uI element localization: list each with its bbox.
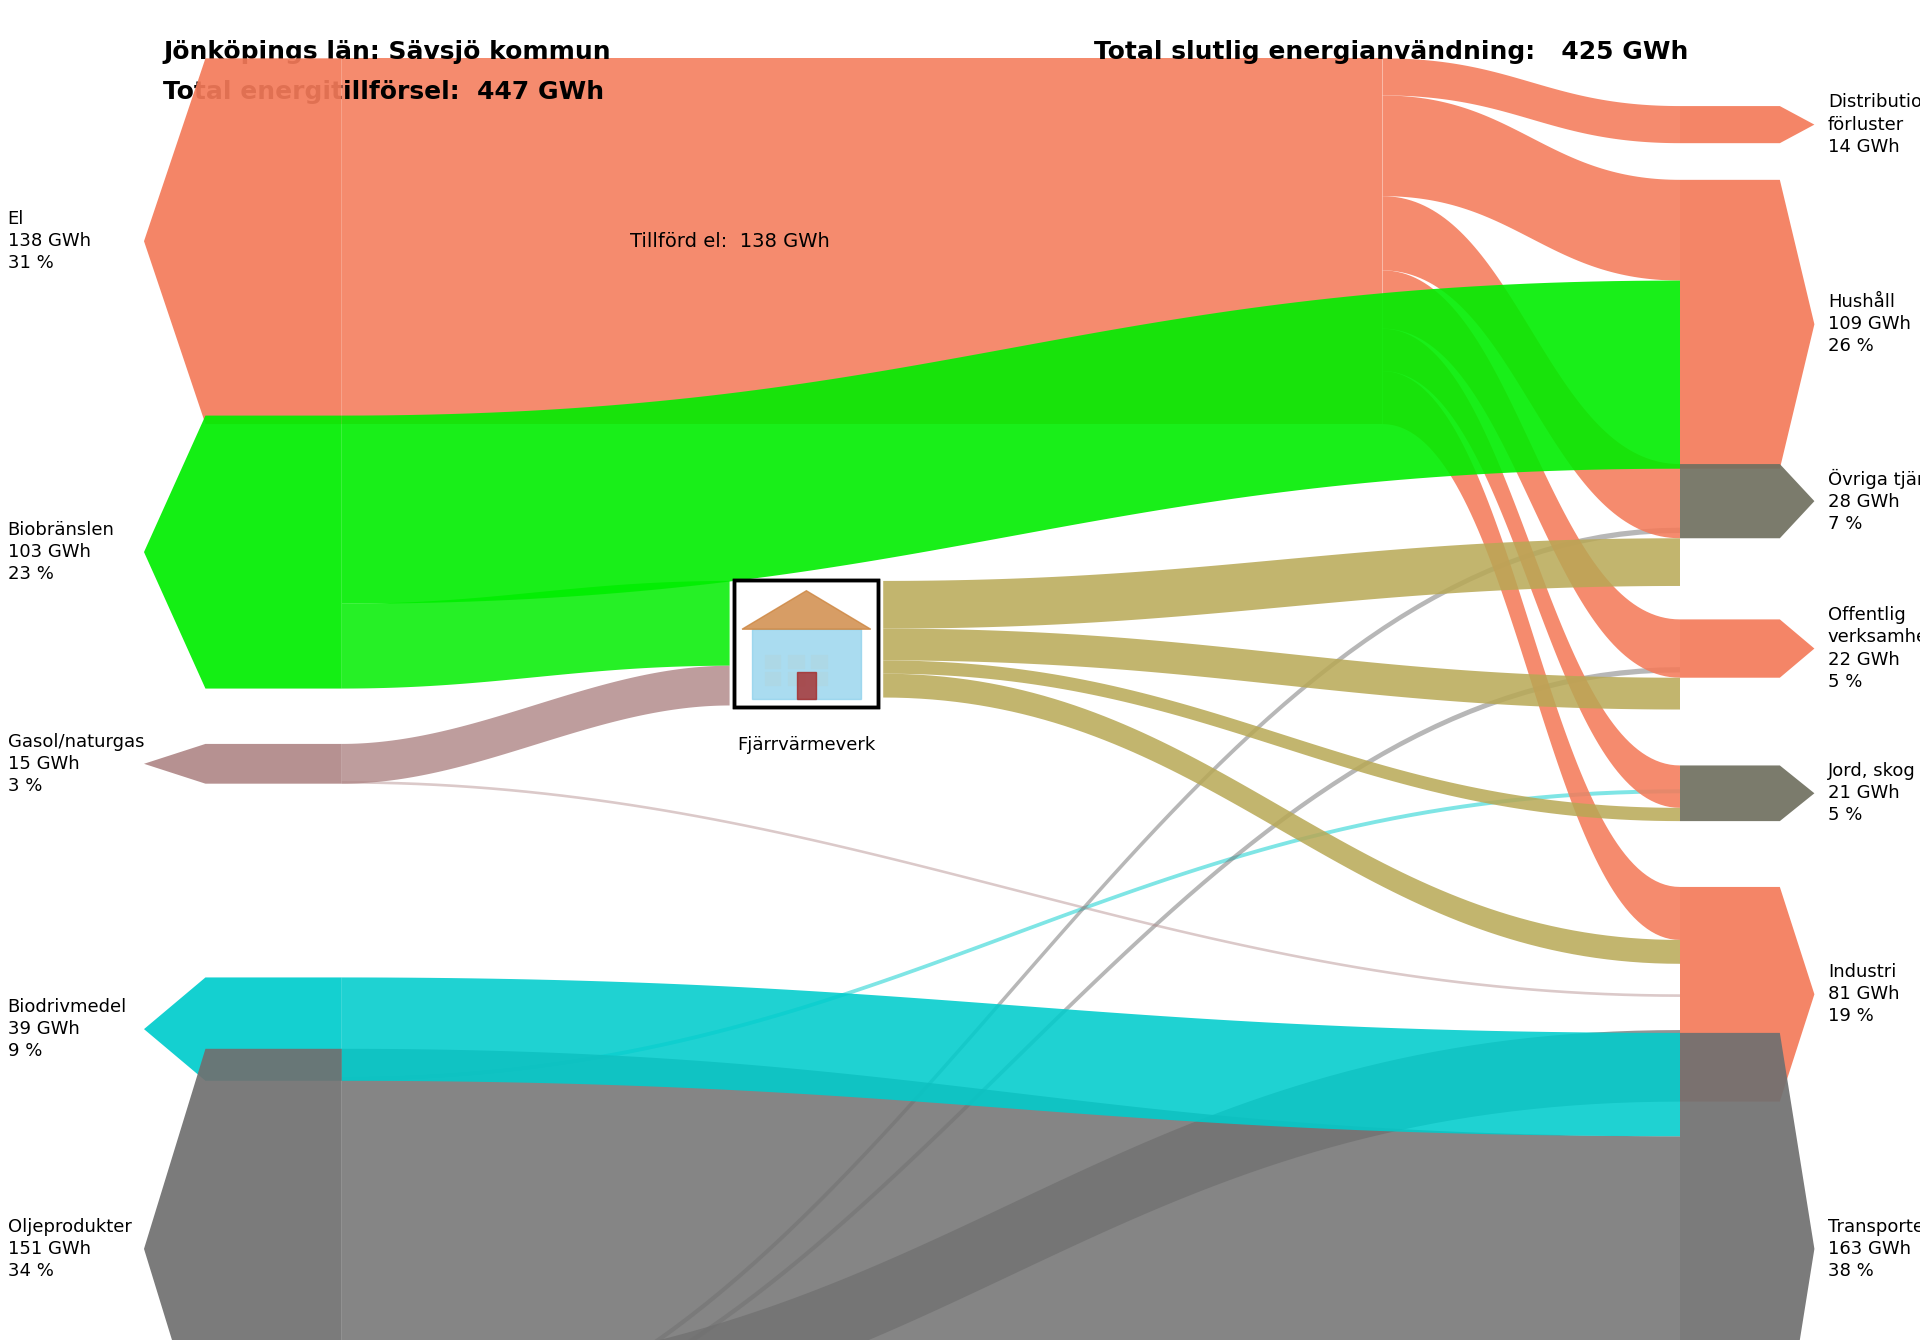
Polygon shape bbox=[1382, 271, 1680, 678]
Polygon shape bbox=[883, 661, 1680, 821]
Polygon shape bbox=[342, 1049, 1680, 1340]
Text: Biobränslen
103 GWh
23 %: Biobränslen 103 GWh 23 % bbox=[8, 521, 115, 583]
Polygon shape bbox=[342, 59, 1382, 423]
Polygon shape bbox=[741, 591, 872, 630]
Text: Hushåll
109 GWh
26 %: Hushåll 109 GWh 26 % bbox=[1828, 293, 1910, 355]
Polygon shape bbox=[1382, 59, 1680, 143]
Polygon shape bbox=[144, 1049, 342, 1340]
Polygon shape bbox=[1382, 95, 1680, 280]
Text: Gasol/naturgas
15 GWh
3 %: Gasol/naturgas 15 GWh 3 % bbox=[8, 733, 144, 795]
Polygon shape bbox=[883, 628, 1680, 709]
Text: Fjärrvärmeverk: Fjärrvärmeverk bbox=[737, 737, 876, 754]
Bar bbox=[733, 579, 877, 706]
Text: Distributions-
förluster
14 GWh: Distributions- förluster 14 GWh bbox=[1828, 94, 1920, 155]
Text: Tillförd el:  138 GWh: Tillförd el: 138 GWh bbox=[630, 232, 829, 251]
Polygon shape bbox=[883, 674, 1680, 963]
Polygon shape bbox=[797, 671, 816, 699]
Polygon shape bbox=[810, 654, 826, 667]
Polygon shape bbox=[342, 977, 1680, 1136]
Text: El
138 GWh
31 %: El 138 GWh 31 % bbox=[8, 210, 90, 272]
Text: Total slutlig energianvändning:   425 GWh: Total slutlig energianvändning: 425 GWh bbox=[1094, 40, 1690, 64]
Polygon shape bbox=[144, 977, 342, 1081]
Polygon shape bbox=[764, 654, 780, 667]
Polygon shape bbox=[1680, 464, 1814, 539]
Polygon shape bbox=[810, 671, 826, 685]
Polygon shape bbox=[789, 671, 804, 685]
Text: Industri
81 GWh
19 %: Industri 81 GWh 19 % bbox=[1828, 963, 1899, 1025]
Polygon shape bbox=[342, 280, 1680, 604]
Polygon shape bbox=[883, 539, 1680, 628]
Text: Offentlig
verksamhet
22 GWh
5 %: Offentlig verksamhet 22 GWh 5 % bbox=[1828, 606, 1920, 691]
Text: Jönköpings län: Sävsjö kommun: Jönköpings län: Sävsjö kommun bbox=[163, 40, 611, 64]
Polygon shape bbox=[144, 415, 342, 689]
Polygon shape bbox=[1680, 106, 1814, 143]
Bar bbox=[733, 579, 877, 706]
Text: Biodrivmedel
39 GWh
9 %: Biodrivmedel 39 GWh 9 % bbox=[8, 998, 127, 1060]
Text: Oljeprodukter
151 GWh
34 %: Oljeprodukter 151 GWh 34 % bbox=[8, 1218, 132, 1280]
Text: Övriga tjänster
28 GWh
7 %: Övriga tjänster 28 GWh 7 % bbox=[1828, 469, 1920, 533]
Polygon shape bbox=[342, 582, 730, 689]
Text: Jord, skog
21 GWh
5 %: Jord, skog 21 GWh 5 % bbox=[1828, 762, 1916, 824]
Polygon shape bbox=[144, 59, 342, 423]
Polygon shape bbox=[342, 666, 730, 784]
Polygon shape bbox=[1382, 328, 1680, 808]
Polygon shape bbox=[753, 630, 860, 699]
Polygon shape bbox=[764, 671, 780, 685]
Polygon shape bbox=[342, 781, 1680, 997]
Polygon shape bbox=[144, 744, 342, 784]
Polygon shape bbox=[1382, 196, 1680, 539]
Polygon shape bbox=[1680, 180, 1814, 469]
Text: Transporter
163 GWh
38 %: Transporter 163 GWh 38 % bbox=[1828, 1218, 1920, 1280]
Polygon shape bbox=[342, 528, 1680, 1340]
Polygon shape bbox=[342, 1030, 1680, 1340]
Polygon shape bbox=[342, 789, 1680, 1081]
Polygon shape bbox=[789, 654, 804, 667]
Polygon shape bbox=[342, 667, 1680, 1340]
Polygon shape bbox=[1680, 619, 1814, 678]
Text: Total energitillförsel:  447 GWh: Total energitillförsel: 447 GWh bbox=[163, 80, 605, 105]
Polygon shape bbox=[1680, 1033, 1814, 1340]
Polygon shape bbox=[1680, 765, 1814, 821]
Polygon shape bbox=[1680, 887, 1814, 1101]
Polygon shape bbox=[1382, 371, 1680, 939]
